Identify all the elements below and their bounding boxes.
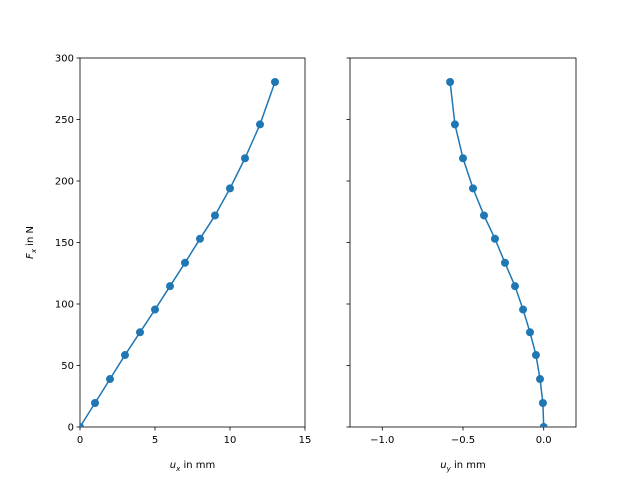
label-subscript: y (446, 465, 452, 473)
y-tick-label: 50 (61, 361, 74, 372)
axes-frame (349, 57, 577, 428)
y-tick-label: 0 (68, 423, 74, 434)
series-line (80, 81, 276, 427)
point (121, 351, 129, 360)
point (256, 120, 264, 129)
axis-label: ux in mm (170, 460, 215, 473)
point (450, 120, 459, 129)
point (510, 282, 519, 291)
label-text: in mm (451, 460, 486, 471)
point (80, 423, 84, 427)
point (459, 154, 467, 163)
y-tick-label: 200 (55, 177, 74, 188)
x-tick-label: 0.0 (536, 435, 552, 446)
point (446, 77, 455, 86)
point (226, 184, 234, 193)
label-symbol: u (170, 460, 176, 471)
y-tick-label: 150 (55, 238, 74, 249)
x-tick-label: 10 (224, 435, 237, 446)
x-tick-label: −1.0 (370, 435, 394, 446)
plot-area (80, 77, 279, 427)
point (241, 154, 249, 163)
x-tick-label: −0.5 (451, 435, 475, 446)
y-tick-label: 250 (55, 115, 74, 126)
point (539, 423, 548, 427)
point (166, 282, 174, 291)
point (91, 399, 99, 408)
point (531, 351, 540, 360)
label-symbol: u (440, 460, 446, 471)
point (536, 375, 545, 384)
point (500, 258, 509, 267)
label-symbol: F (25, 253, 36, 259)
x-tick-label: 15 (299, 435, 312, 446)
point (479, 211, 488, 220)
label-text: in mm (180, 460, 215, 471)
x-tick-label: 0 (77, 435, 83, 446)
point (136, 328, 144, 337)
axis-label: uy in mm (440, 460, 485, 473)
label-subscript: x (175, 465, 181, 473)
label-text: in N (25, 226, 36, 249)
point (490, 234, 499, 243)
point (106, 375, 114, 384)
label-subscript: x (30, 248, 38, 254)
point (151, 305, 159, 314)
series-line (449, 81, 545, 427)
plot-area (446, 77, 548, 427)
point (469, 184, 478, 193)
y-tick-label: 100 (55, 300, 74, 311)
y-tick-label: 300 (55, 54, 74, 65)
point (538, 399, 547, 408)
point (271, 77, 279, 86)
point (519, 305, 528, 314)
x-tick-label: 5 (152, 435, 158, 446)
axis-label: Fx in N (25, 226, 38, 259)
point (181, 258, 189, 267)
point (525, 328, 534, 337)
point (211, 211, 219, 220)
point (196, 234, 204, 243)
